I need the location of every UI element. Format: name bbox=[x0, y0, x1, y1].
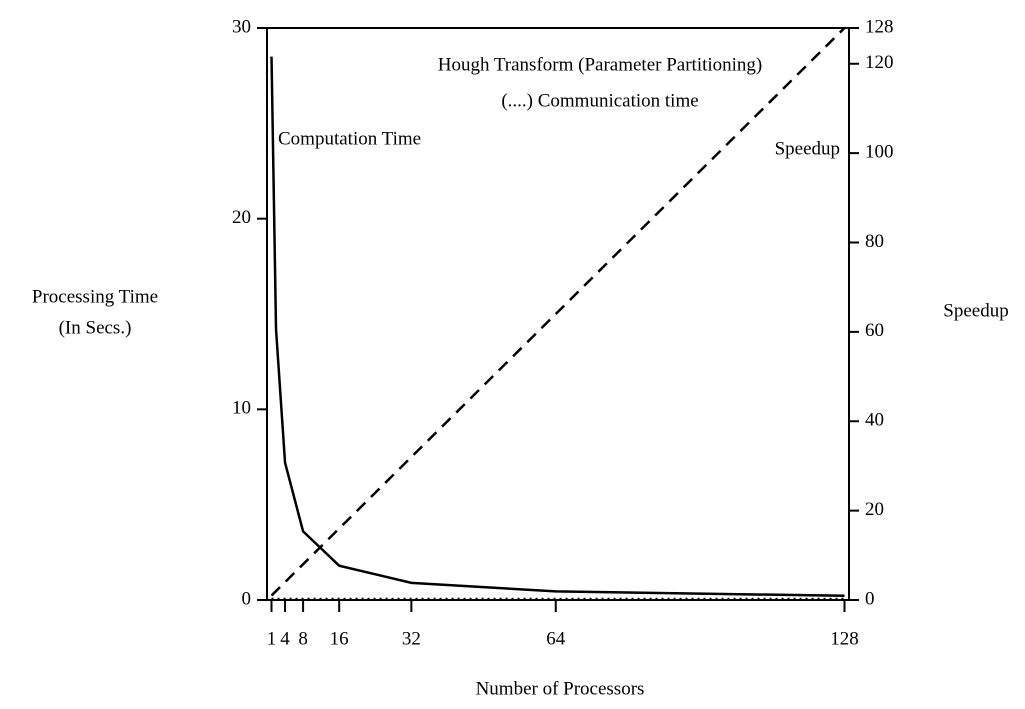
series-label: (....) Communication time bbox=[501, 90, 698, 111]
y-tick-label: 30 bbox=[232, 16, 251, 37]
y-tick-label: 20 bbox=[232, 207, 251, 228]
y2-tick-label: 20 bbox=[865, 499, 884, 520]
series-label: Computation Time bbox=[278, 128, 421, 149]
x-tick-label: 128 bbox=[830, 628, 859, 649]
series-line bbox=[270, 56, 845, 598]
y2-tick-label: 40 bbox=[865, 410, 884, 431]
series-label: Speedup bbox=[775, 138, 840, 159]
x-tick-label: 16 bbox=[330, 628, 349, 649]
y2-axis-label: Speedup bbox=[943, 300, 1008, 321]
y-axis-label: (In Secs.) bbox=[59, 317, 132, 338]
chart-title: Hough Transform (Parameter Partitioning) bbox=[438, 54, 763, 75]
series-line bbox=[270, 27, 846, 597]
y-tick-label: 10 bbox=[232, 398, 251, 419]
y2-tick-label: 0 bbox=[865, 588, 875, 609]
x-tick-label: 4 bbox=[280, 628, 290, 649]
x-tick-label: 32 bbox=[402, 628, 421, 649]
y-tick-label: 0 bbox=[242, 588, 252, 609]
y2-tick-label: 60 bbox=[865, 320, 884, 341]
x-axis-label: Number of Processors bbox=[476, 678, 645, 699]
y2-tick-label: 120 bbox=[865, 52, 894, 73]
y-axis-label: Processing Time bbox=[32, 286, 158, 307]
x-tick-label: 8 bbox=[298, 628, 308, 649]
x-tick-label: 64 bbox=[546, 628, 566, 649]
x-tick-label: 1 bbox=[267, 628, 277, 649]
y2-tick-label: 80 bbox=[865, 231, 884, 252]
y2-tick-label: 128 bbox=[865, 16, 894, 37]
y2-tick-label: 100 bbox=[865, 141, 894, 162]
